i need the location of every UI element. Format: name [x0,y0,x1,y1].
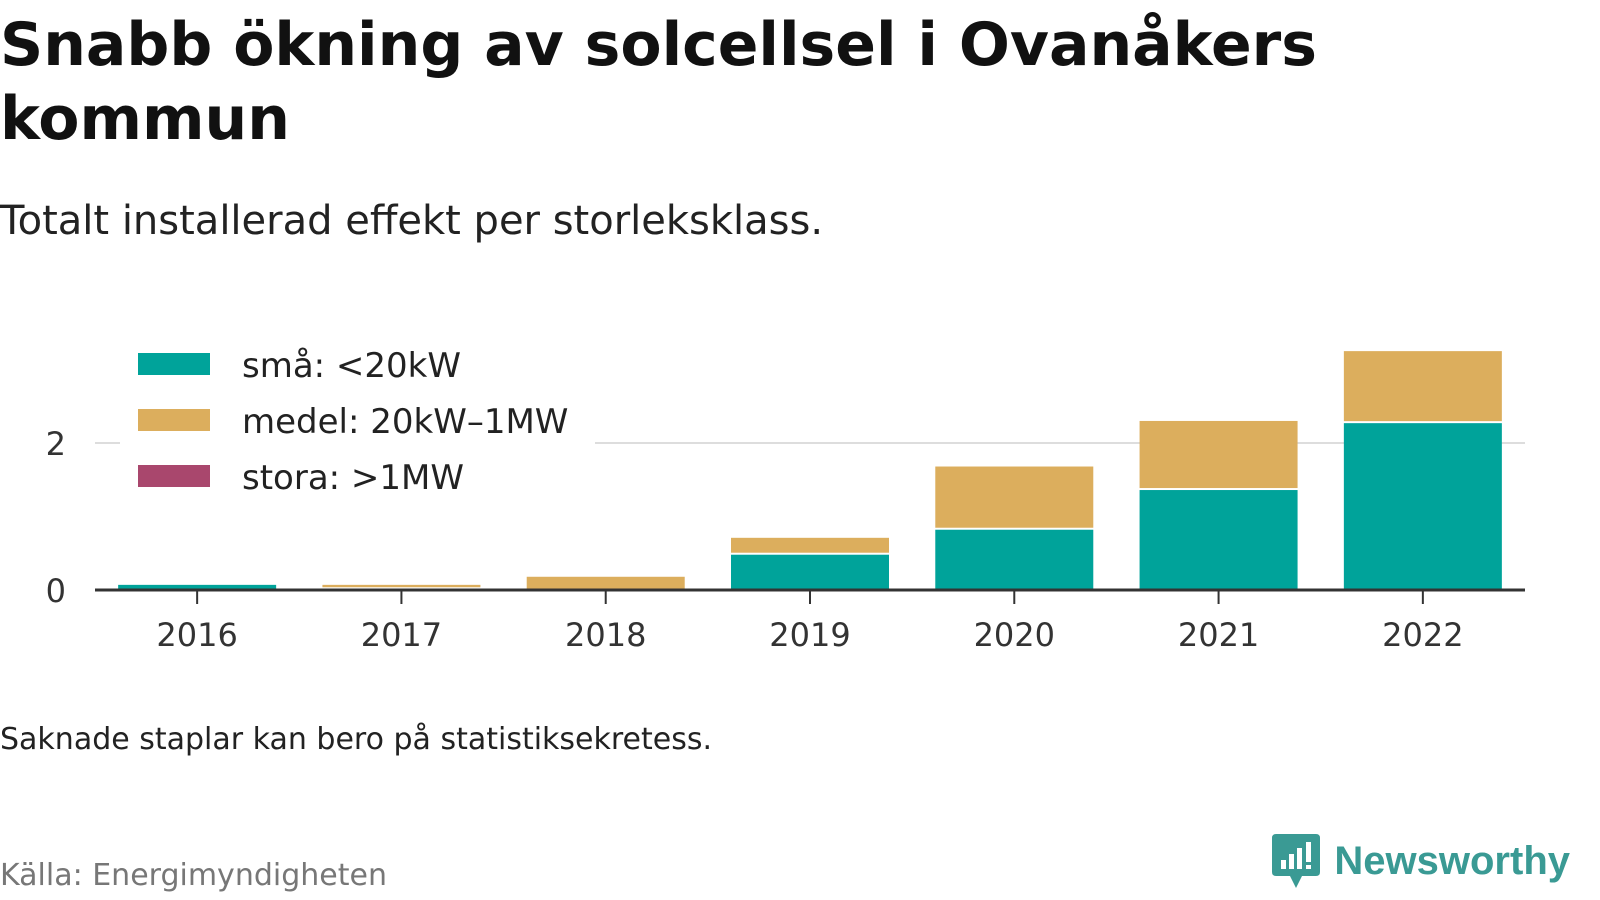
bar-2020-series-0 [935,529,1094,590]
x-tick-label-2019: 2019 [769,616,850,654]
legend-label-0: små: <20kW [242,346,461,386]
bar-2021-series-1 [1139,420,1298,489]
legend-swatch-0 [138,353,210,375]
bar-2019-series-1 [731,537,889,553]
newsworthy-logo: Newsworthy [1270,832,1570,890]
bar-2018-series-1 [526,576,685,590]
legend-label-1: medel: 20kW–1MW [242,402,568,442]
chart-title: Snabb ökning av solcellsel i Ovanåkers k… [0,10,1317,154]
x-tick-label-2022: 2022 [1382,616,1463,654]
legend-label-2: stora: >1MW [242,458,464,498]
legend-swatch-2 [138,465,210,487]
x-tick-label-2018: 2018 [565,616,646,654]
footnote: Saknade staplar kan bero på statistiksek… [0,722,713,757]
x-tick-label-2021: 2021 [1178,616,1259,654]
bar-2022-series-0 [1343,423,1502,590]
x-tick-label-2016: 2016 [156,616,237,654]
bar-2017-series-1 [322,584,481,588]
bar-2019-series-0 [731,554,889,590]
legend-swatch-1 [138,409,210,431]
x-tick-label-2017: 2017 [361,616,442,654]
y-tick-label-0: 0 [46,572,66,610]
x-tick-label-2020: 2020 [974,616,1055,654]
chart-subtitle: Totalt installerad effekt per storlekskl… [0,198,824,244]
bar-2022-series-1 [1343,351,1502,422]
bar-2016-series-0 [118,584,277,590]
bar-2021-series-0 [1139,490,1298,590]
y-tick-label-2: 2 [46,425,66,463]
source-text: Källa: Energimyndigheten [0,858,387,893]
brand-name: Newsworthy [1334,838,1570,883]
bar-2020-series-1 [935,466,1094,528]
stacked-bar-chart: 0 2 2016 2017 2018 2019 2020 2021 2022 små: <20kW… [46,340,1525,654]
newsworthy-chart-icon [1272,834,1321,888]
